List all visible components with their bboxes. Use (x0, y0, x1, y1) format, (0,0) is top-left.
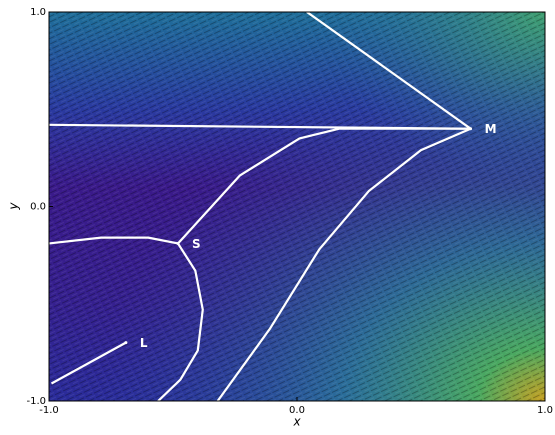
field-background (49, 12, 545, 401)
chart: x y -1.00.01.0-1.00.01.0LSM (0, 0, 555, 431)
critical-point (124, 341, 127, 344)
y-tick-label: 1.0 (30, 7, 46, 18)
point-label: S (192, 237, 201, 251)
x-tick-label: 1.0 (537, 405, 553, 416)
point-label: L (140, 336, 148, 350)
point-label: M (485, 122, 497, 136)
x-axis-label: x (292, 415, 301, 429)
critical-point (469, 127, 472, 130)
y-axis-label: y (7, 202, 21, 211)
y-tick-label: -1.0 (26, 396, 46, 407)
y-tick-label: 0.0 (30, 202, 46, 213)
critical-point (176, 242, 179, 245)
x-tick-label: 0.0 (289, 405, 305, 416)
